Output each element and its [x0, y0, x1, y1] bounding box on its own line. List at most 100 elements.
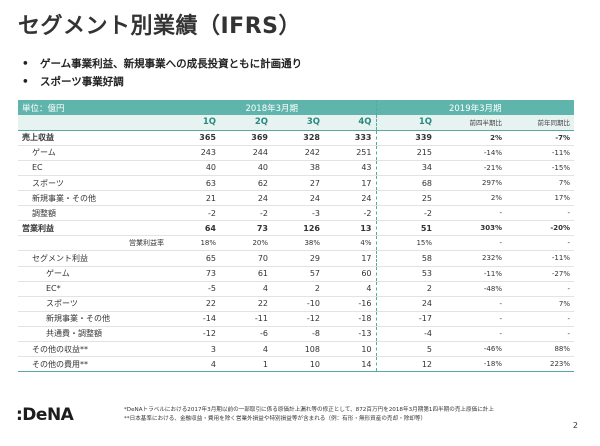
table-cell: 38 — [272, 160, 324, 176]
table-cell: 25 — [376, 190, 436, 207]
row-label: スポーツ — [18, 296, 168, 312]
table-cell: -2 — [220, 205, 272, 222]
table-cell: -5 — [168, 281, 220, 297]
row-label: その他の収益** — [18, 341, 168, 358]
table-cell: -4 — [376, 326, 436, 343]
qoq-header: 前四半期比 — [436, 115, 506, 131]
table-row: ゲーム 243 244 242 251 215 -14% -11% — [18, 145, 574, 161]
table-cell: -14% — [436, 145, 506, 161]
table-cell: -18 — [324, 311, 377, 327]
table-cell: 297% — [436, 175, 506, 192]
table-cell: 17 — [324, 250, 377, 267]
table-row: その他の収益** 3 4 108 10 5 -46% 88% — [18, 341, 574, 358]
table-row: ゲーム 73 61 57 60 53 -11% -27% — [18, 266, 574, 282]
table-cell: 369 — [220, 130, 272, 146]
table-cell: -7% — [506, 130, 574, 146]
table-cell: - — [436, 326, 506, 343]
table-cell: - — [436, 205, 506, 222]
table-cell: 24 — [324, 190, 377, 207]
table-cell: 244 — [220, 145, 272, 161]
table-cell: -17 — [376, 311, 436, 327]
row-label: EC* — [18, 281, 168, 297]
table-row: スポーツ 63 62 27 17 68 297% 7% — [18, 175, 574, 192]
table-row: 営業利益 64 73 126 13 51 303% -20% — [18, 220, 574, 237]
table-cell: 58 — [376, 250, 436, 267]
bullet-item: ゲーム事業利益、新規事業への成長投資ともに計画通り — [22, 56, 302, 71]
row-label: セグメント利益 — [18, 250, 168, 267]
table-cell: 328 — [272, 130, 324, 146]
table-cell: - — [436, 296, 506, 312]
footnotes: *DeNAトラベルにおける2017年3月期以前の一部取引に係る原価計上漏れ等の修… — [124, 406, 494, 424]
table-cell: -18% — [436, 356, 506, 373]
unit-label: 単位：億円 — [18, 100, 168, 116]
table-cell: -15% — [506, 160, 574, 176]
table-cell: -20% — [506, 220, 574, 237]
table-row: 営業利益率 18% 20% 38% 4% 15% - - — [18, 235, 574, 252]
page-number: 2 — [572, 421, 578, 430]
table-cell: 2 — [272, 281, 324, 297]
footnote: **日本基準における、金融収益・費用を除く営業外損益や特別損益等が含まれる（例：… — [124, 416, 427, 422]
row-label: 新規事業・その他 — [18, 190, 168, 207]
table-cell: 24 — [376, 296, 436, 312]
table-cell: -8 — [272, 326, 324, 343]
table-cell: 12 — [376, 356, 436, 373]
footnote: *DeNAトラベルにおける2017年3月期以前の一部取引に係る原価計上漏れ等の修… — [124, 407, 494, 413]
table-cell: -21% — [436, 160, 506, 176]
table-cell: -12 — [272, 311, 324, 327]
table-row: EC 40 40 38 43 34 -21% -15% — [18, 160, 574, 176]
table-row: 共通費・調整額 -12 -6 -8 -13 -4- - — [18, 326, 574, 343]
table-cell: 7% — [506, 296, 574, 312]
quarter-header: 1Q — [168, 115, 220, 131]
table-cell: 333 — [324, 130, 377, 146]
table-cell: 223% — [506, 356, 574, 373]
table-cell: 73 — [220, 220, 272, 237]
table-row: 調整額 -2 -2 -3 -2 -2- - — [18, 205, 574, 222]
table-row: EC* -5 4 2 4 2 -48% - — [18, 281, 574, 297]
table-cell: - — [506, 205, 574, 222]
table-cell: 4% — [324, 235, 377, 252]
table-cell: 68 — [376, 175, 436, 192]
table-cell: - — [506, 235, 574, 252]
table-row: スポーツ 22 22 -10 -16 24-7% — [18, 296, 574, 312]
table-cell: -14 — [168, 311, 220, 327]
table-cell: - — [506, 311, 574, 327]
table-cell: 3 — [168, 341, 220, 358]
row-label: その他の費用** — [18, 356, 168, 373]
quarter-header: 3Q — [272, 115, 324, 131]
table-cell: -11% — [506, 145, 574, 161]
period-2018-header: 2018年3月期 — [168, 100, 377, 116]
table-cell: 24 — [220, 190, 272, 207]
table-cell: 243 — [168, 145, 220, 161]
table-cell: 73 — [168, 266, 220, 282]
table-cell: 27 — [272, 175, 324, 192]
yoy-header: 前年同期比 — [506, 115, 574, 131]
table-cell: - — [436, 235, 506, 252]
table-row: その他の費用** 4 1 10 14 12 -18% 223% — [18, 356, 574, 373]
table-cell: 40 — [220, 160, 272, 176]
table-cell: 34 — [376, 160, 436, 176]
table-cell: 251 — [324, 145, 377, 161]
quarter-header: 1Q — [376, 115, 436, 131]
table-cell: 10 — [272, 356, 324, 373]
table-cell: 4 — [220, 281, 272, 297]
quarter-header: 2Q — [220, 115, 272, 131]
table-cell: - — [436, 311, 506, 327]
row-label: 営業利益 — [18, 220, 168, 237]
table-cell: 13 — [324, 220, 377, 237]
table-cell: 339 — [376, 130, 436, 146]
table-cell: -2 — [376, 205, 436, 222]
table-cell: 2% — [436, 190, 506, 207]
table-cell: 60 — [324, 266, 377, 282]
table-cell: 2% — [436, 130, 506, 146]
table-cell: 38% — [272, 235, 324, 252]
table-cell: -12 — [168, 326, 220, 343]
table-cell: 15% — [376, 235, 436, 252]
table-cell: -27% — [506, 266, 574, 282]
table-cell: -2 — [168, 205, 220, 222]
summary-bullets: ゲーム事業利益、新規事業への成長投資ともに計画通り スポーツ事業好調 — [22, 56, 302, 92]
row-label: ゲーム — [18, 145, 168, 161]
table-cell: 57 — [272, 266, 324, 282]
table-cell: 232% — [436, 250, 506, 267]
table-cell: 21 — [168, 190, 220, 207]
row-label: 営業利益率 — [18, 235, 168, 252]
